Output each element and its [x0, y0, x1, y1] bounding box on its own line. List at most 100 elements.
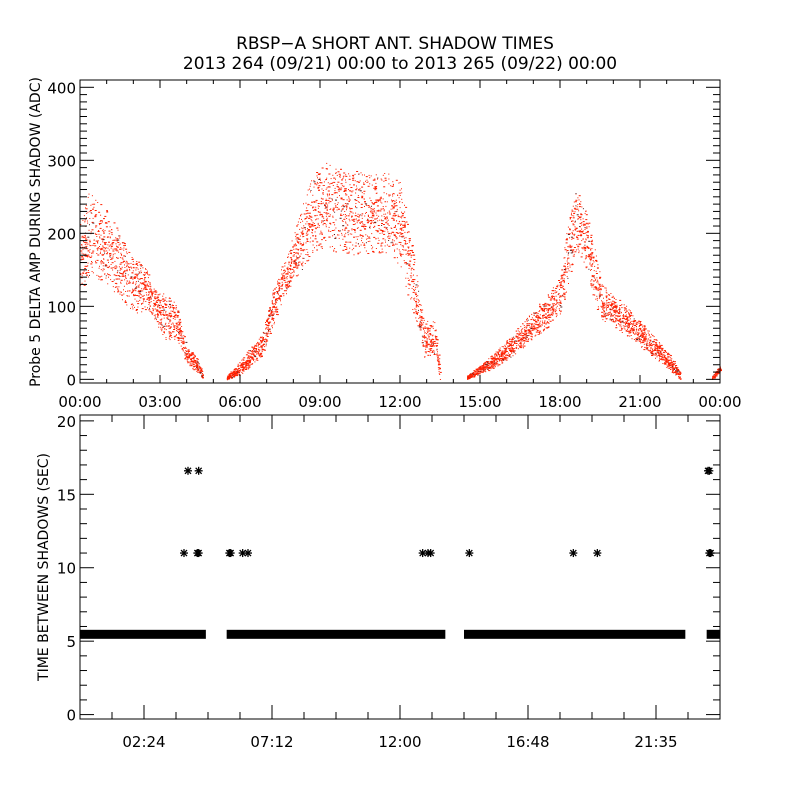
data-point — [115, 237, 117, 239]
data-point — [291, 240, 293, 242]
data-point — [108, 233, 110, 235]
data-point — [310, 226, 312, 228]
data-point — [423, 336, 425, 338]
data-point — [332, 230, 334, 231]
data-point — [288, 253, 290, 255]
data-point — [617, 320, 620, 322]
data-point — [635, 324, 637, 326]
data-point — [179, 333, 181, 335]
data-point — [241, 367, 244, 368]
data-point — [326, 219, 328, 220]
data-point — [267, 332, 269, 334]
data-point — [244, 366, 247, 368]
data-point — [254, 344, 256, 346]
data-point — [551, 296, 552, 298]
data-point — [432, 327, 434, 329]
data-point — [137, 278, 139, 280]
data-point — [101, 221, 103, 223]
data-point — [504, 356, 506, 358]
data-point — [542, 329, 545, 331]
data-point — [588, 222, 591, 224]
data-point — [537, 315, 539, 317]
data-point — [281, 269, 282, 271]
data-point — [368, 205, 370, 207]
data-point — [548, 296, 551, 298]
data-point — [176, 329, 178, 331]
data-point — [335, 251, 337, 253]
data-point — [394, 226, 396, 228]
data-point — [191, 365, 192, 367]
data-point — [389, 211, 391, 213]
data-point — [513, 341, 515, 343]
data-point — [401, 198, 403, 200]
data-point — [564, 270, 566, 272]
data-point — [116, 278, 119, 280]
data-point — [254, 351, 257, 353]
data-point — [94, 215, 96, 217]
data-point — [585, 223, 587, 225]
data-point — [410, 250, 411, 251]
data-point — [617, 312, 619, 313]
data-point — [487, 364, 489, 366]
data-point — [387, 236, 389, 238]
data-point — [126, 295, 128, 297]
data-point — [481, 371, 484, 373]
data-point — [490, 362, 492, 364]
data-point — [424, 327, 427, 329]
data-point — [181, 326, 183, 327]
data-point — [319, 182, 322, 184]
data-point — [651, 341, 654, 343]
data-point — [543, 310, 545, 312]
data-point — [498, 354, 500, 356]
data-point — [473, 371, 476, 373]
data-point — [288, 268, 291, 269]
data-point — [346, 218, 348, 219]
data-point — [397, 194, 399, 196]
data-point — [325, 224, 327, 226]
data-point — [106, 250, 108, 252]
data-point — [521, 345, 523, 347]
data-point — [391, 217, 394, 219]
data-point — [605, 312, 607, 314]
data-point — [260, 346, 263, 348]
data-point — [524, 329, 525, 331]
data-point — [550, 312, 552, 314]
data-point — [353, 184, 355, 186]
data-point — [575, 205, 577, 207]
data-point — [357, 195, 359, 197]
data-point — [149, 302, 151, 304]
data-point — [551, 314, 552, 315]
data-point — [128, 282, 131, 284]
data-point — [343, 186, 345, 188]
data-point — [595, 259, 597, 261]
data-point — [566, 238, 567, 240]
data-point — [352, 179, 355, 181]
data-point — [125, 244, 126, 246]
data-point — [298, 238, 301, 240]
data-point — [355, 236, 357, 238]
data-point — [494, 366, 496, 368]
data-point — [92, 244, 94, 246]
data-point — [420, 322, 422, 323]
data-point — [613, 311, 616, 313]
data-point — [638, 337, 640, 339]
data-point — [110, 246, 113, 247]
data-point — [89, 251, 91, 253]
data-point — [356, 238, 358, 240]
data-point — [99, 276, 101, 278]
data-point — [248, 356, 251, 358]
data-point — [519, 334, 522, 336]
data-point — [560, 275, 562, 277]
data-point — [584, 241, 586, 243]
data-point — [340, 210, 342, 212]
data-point — [431, 351, 434, 353]
data-point — [162, 295, 164, 297]
data-point — [266, 325, 268, 327]
data-point — [417, 325, 419, 327]
data-point — [503, 351, 506, 353]
data-point — [168, 326, 170, 328]
data-point — [284, 265, 286, 267]
data-point — [523, 327, 525, 329]
data-point — [144, 284, 147, 286]
data-point — [367, 238, 369, 239]
